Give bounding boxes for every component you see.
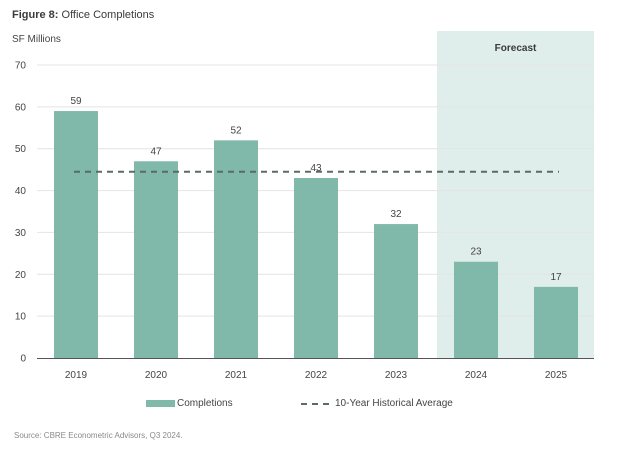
bar-2025 (534, 286, 578, 358)
legend-label-completions: Completions (177, 398, 233, 409)
value-label-2022: 43 (310, 163, 322, 174)
value-label-2021: 52 (230, 125, 242, 136)
bar-2019 (54, 111, 98, 359)
x-tick-label-2020: 2020 (145, 370, 168, 381)
y-tick-label-30: 30 (15, 228, 27, 239)
y-tick-label-70: 70 (15, 61, 27, 72)
x-tick-label-2025: 2025 (545, 370, 568, 381)
value-label-2020: 47 (150, 146, 162, 157)
value-label-2019: 59 (70, 96, 82, 107)
legend-item-average: 10-Year Historical Average (301, 398, 453, 409)
y-tick-label-40: 40 (15, 186, 27, 197)
source-note: Source: CBRE Econometric Advisors, Q3 20… (14, 431, 183, 440)
x-tick-label-2019: 2019 (65, 370, 88, 381)
y-tick-label-60: 60 (15, 102, 27, 113)
legend-item-completions: Completions (146, 398, 233, 409)
bar-2023 (374, 224, 418, 358)
y-tick-label-10: 10 (15, 312, 27, 323)
forecast-label: Forecast (495, 43, 537, 54)
x-tick-label-2021: 2021 (225, 370, 248, 381)
legend-swatch-completions (146, 400, 175, 407)
bar-2024 (454, 261, 498, 358)
legend-label-average: 10-Year Historical Average (335, 398, 453, 409)
value-label-2024: 23 (470, 247, 482, 258)
y-tick-label-0: 0 (20, 354, 26, 365)
x-tick-label-2022: 2022 (305, 370, 328, 381)
bar-2021 (214, 140, 258, 358)
figure-title: Figure 8: Office Completions (12, 9, 154, 21)
bar-2022 (294, 178, 338, 358)
value-label-2025: 17 (550, 272, 562, 283)
figure-label: Figure 8: (12, 9, 59, 21)
y-tick-label-50: 50 (15, 144, 27, 155)
y-axis-unit-label: SF Millions (12, 34, 61, 45)
y-tick-label-20: 20 (15, 270, 27, 281)
value-label-2023: 32 (390, 209, 402, 220)
x-tick-label-2023: 2023 (385, 370, 408, 381)
figure-title-text: Office Completions (61, 9, 155, 21)
legend-swatch-average (301, 403, 329, 405)
x-tick-label-2024: 2024 (465, 370, 488, 381)
bar-2020 (134, 161, 178, 358)
